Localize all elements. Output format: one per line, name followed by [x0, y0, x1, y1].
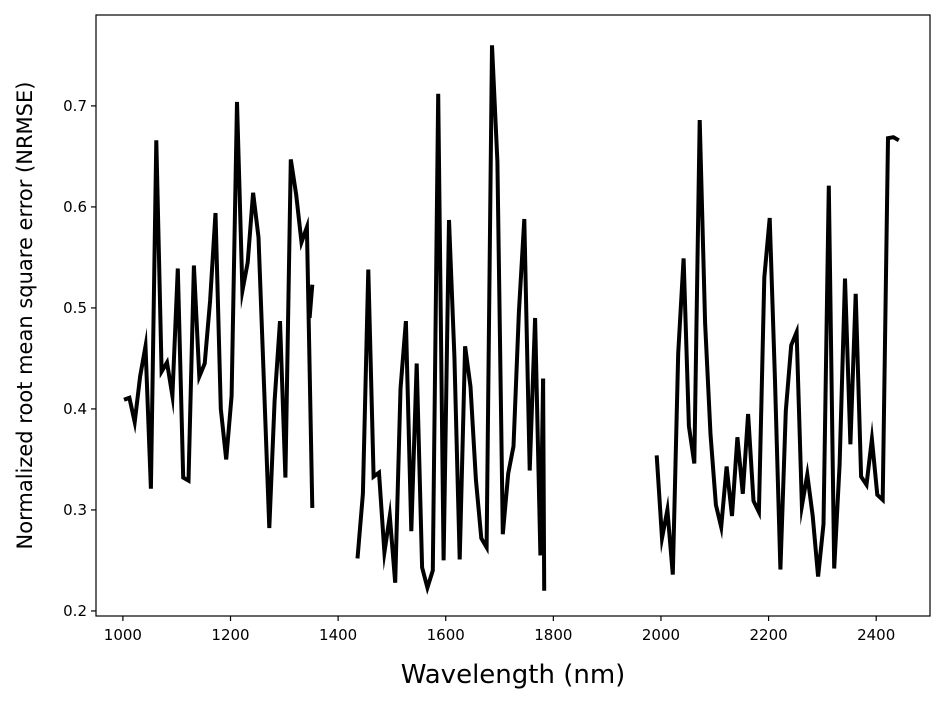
x-axis-ticks: 1000 1200 1400 1600 1800 2000 2200 2400 — [104, 616, 895, 644]
y-tick-label: 0.6 — [63, 198, 87, 216]
x-tick-label: 1000 — [104, 626, 142, 644]
x-tick-label: 2000 — [642, 626, 680, 644]
x-axis-title: Wavelength (nm) — [401, 660, 626, 690]
axes-frame — [95, 14, 931, 617]
x-tick-label: 1200 — [211, 626, 249, 644]
series-line-segment-1 — [123, 101, 315, 529]
x-tick-label: 1800 — [534, 626, 572, 644]
y-tick-label: 0.2 — [63, 602, 87, 620]
plot-area — [96, 15, 930, 616]
y-axis-ticks: 0.2 0.3 0.4 0.5 0.6 0.7 — [63, 97, 96, 620]
y-tick-label: 0.4 — [63, 400, 87, 418]
series-line-segment-5 — [654, 119, 900, 577]
y-axis-title: Normalized root mean square error (NRMSE… — [13, 82, 37, 550]
series-lines — [123, 45, 900, 595]
x-tick-label: 1600 — [427, 626, 465, 644]
x-tick-label: 1400 — [319, 626, 357, 644]
x-tick-label: 2200 — [749, 626, 787, 644]
series-line-segment-3 — [355, 45, 546, 595]
y-tick-label: 0.5 — [63, 299, 87, 317]
series-line-segment-4 — [541, 378, 547, 591]
y-tick-label: 0.3 — [63, 501, 87, 519]
x-tick-label: 2400 — [857, 626, 895, 644]
y-tick-label: 0.7 — [63, 97, 87, 115]
series-line-segment-2 — [307, 284, 315, 319]
